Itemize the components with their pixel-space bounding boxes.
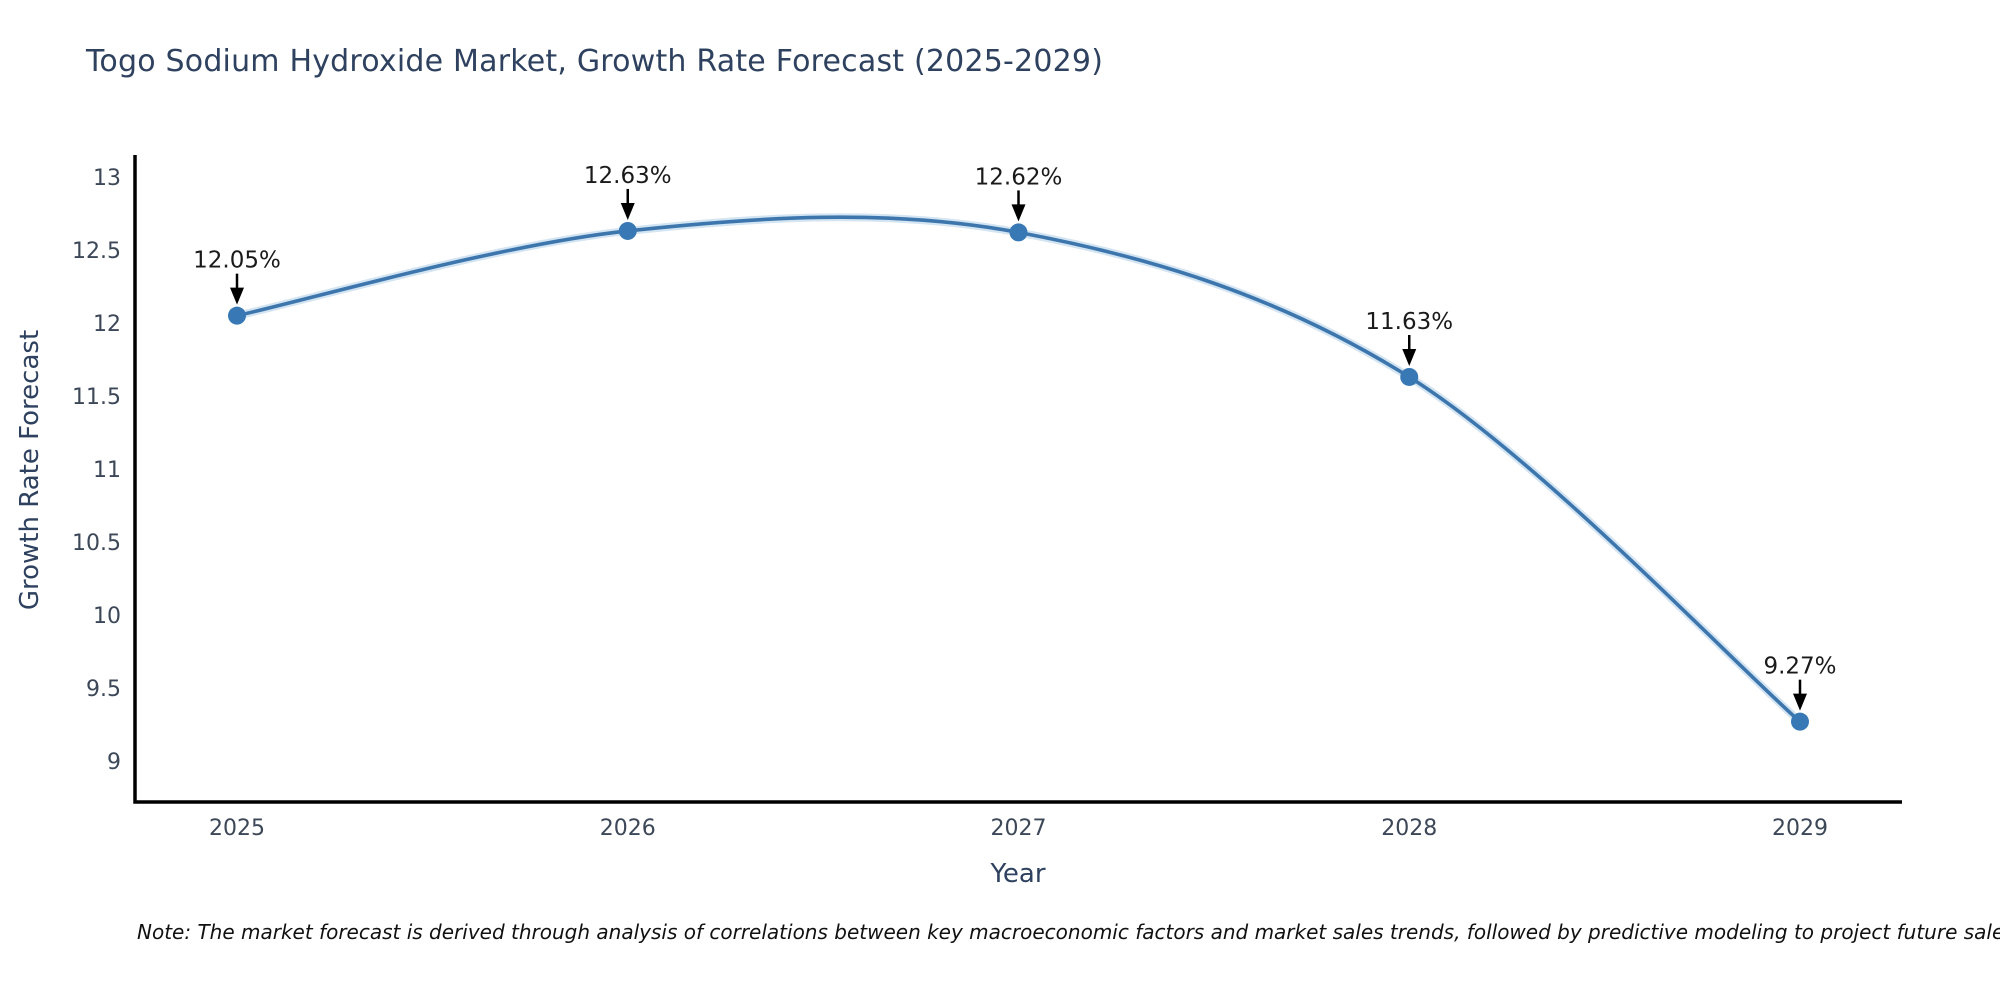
forecast-line-halo	[233, 213, 1804, 726]
footnote-text: Note: The market forecast is derived thr…	[137, 920, 2000, 944]
annotation-arrow-head	[230, 287, 244, 305]
x-tick-label: 2027	[991, 816, 1047, 841]
y-tick-label: 12	[93, 312, 121, 337]
data-point-label: 12.63%	[584, 163, 672, 189]
annotation-arrow-head	[1011, 204, 1026, 222]
y-tick-label: 10	[93, 604, 121, 629]
data-point-label: 12.62%	[975, 164, 1063, 190]
x-tick-label: 2028	[1381, 816, 1437, 841]
annotation-arrow-head	[1793, 693, 1807, 711]
x-tick-label: 2025	[209, 816, 265, 841]
forecast-line	[235, 215, 1802, 724]
data-point-marker	[1009, 223, 1028, 242]
y-tick-label: 11.5	[72, 385, 121, 410]
chart-title: Togo Sodium Hydroxide Market, Growth Rat…	[86, 44, 1104, 79]
data-point-label: 9.27%	[1763, 654, 1836, 680]
data-point-label: 11.63%	[1365, 309, 1453, 335]
data-point-marker	[1791, 712, 1809, 731]
data-point-marker	[1400, 367, 1419, 386]
y-tick-label: 10.5	[72, 531, 121, 556]
y-tick-label: 9	[107, 750, 121, 775]
annotation-arrow-head	[620, 202, 635, 220]
y-tick-label: 9.5	[86, 677, 121, 702]
y-tick-label: 13	[93, 166, 121, 191]
x-tick-label: 2029	[1772, 816, 1828, 841]
axis-lines	[133, 155, 1902, 804]
x-axis-title: Year	[990, 859, 1046, 889]
annotation-arrow-head	[1402, 348, 1417, 366]
data-point-label: 12.05%	[193, 248, 281, 274]
y-tick-label: 12.5	[72, 239, 121, 264]
data-point-marker	[228, 306, 246, 325]
x-tick-label: 2026	[600, 816, 656, 841]
data-point-marker	[618, 221, 637, 240]
y-tick-label: 11	[93, 458, 121, 483]
